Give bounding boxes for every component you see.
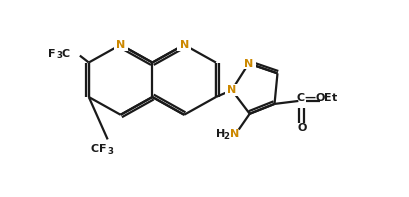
Text: F: F bbox=[99, 144, 106, 154]
Bar bbox=[114, 39, 128, 51]
Text: N: N bbox=[180, 40, 189, 50]
Text: N: N bbox=[227, 85, 236, 95]
Text: N: N bbox=[230, 129, 239, 139]
Text: N: N bbox=[244, 59, 253, 69]
Text: 3: 3 bbox=[56, 51, 62, 60]
Text: E: E bbox=[324, 93, 332, 103]
Text: H: H bbox=[216, 129, 225, 139]
Text: O: O bbox=[298, 123, 307, 133]
Bar bbox=[177, 39, 191, 51]
Text: 2: 2 bbox=[224, 132, 230, 141]
Text: —: — bbox=[304, 93, 315, 103]
Text: t: t bbox=[332, 93, 337, 103]
Bar bbox=[225, 84, 239, 96]
Text: C: C bbox=[297, 93, 304, 103]
Text: 3: 3 bbox=[108, 147, 114, 156]
Text: N: N bbox=[116, 40, 125, 50]
Text: C: C bbox=[62, 49, 70, 59]
Bar bbox=[242, 58, 256, 69]
Text: C: C bbox=[91, 144, 99, 154]
Text: F: F bbox=[48, 49, 56, 59]
Text: O: O bbox=[315, 93, 325, 103]
